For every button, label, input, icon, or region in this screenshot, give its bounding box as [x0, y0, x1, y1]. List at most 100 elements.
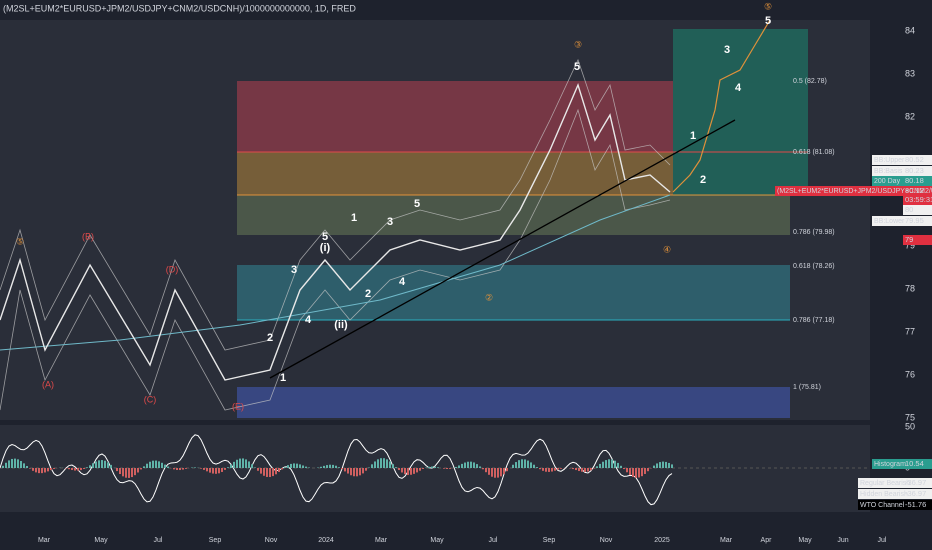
histogram-bar — [458, 465, 460, 468]
price-tick: 84 — [905, 25, 915, 35]
histogram-bar — [275, 468, 277, 475]
histogram-bar — [443, 468, 445, 469]
histogram-bar — [359, 468, 361, 476]
histogram-bar — [551, 468, 553, 472]
histogram-bar — [485, 468, 487, 473]
wave-label: (A) — [42, 379, 54, 389]
wave-label: (D) — [166, 264, 179, 274]
histogram-bar — [53, 468, 55, 469]
histogram-bar — [209, 468, 211, 473]
moving-average — [0, 194, 671, 351]
histogram-bar — [668, 462, 670, 468]
wave-label: (C) — [144, 394, 157, 404]
histogram-bar — [335, 465, 337, 468]
histogram-bar — [167, 466, 169, 468]
histogram-bar — [584, 468, 586, 472]
histogram-bar — [278, 468, 280, 472]
time-tick: Jul — [878, 537, 887, 544]
wave-label: 3 — [291, 264, 297, 276]
histogram-bar — [536, 467, 538, 468]
wave-label: ③ — [574, 39, 582, 49]
osc-box — [858, 489, 932, 499]
histogram-bar — [515, 462, 517, 468]
histogram-bar — [173, 468, 175, 470]
histogram-bar — [263, 468, 265, 476]
histogram-bar — [659, 462, 661, 468]
bollinger-lower — [0, 108, 671, 411]
histogram-bar — [179, 468, 181, 471]
histogram-bar — [470, 461, 472, 468]
histogram-bar — [182, 468, 184, 470]
time-tick: May — [798, 537, 812, 544]
fib-label: 0.786 (79.98) — [793, 229, 835, 236]
label-value: 03:59:31 — [905, 195, 932, 204]
wave-label: 1 — [280, 372, 286, 384]
histogram-bar — [629, 468, 631, 475]
histogram-bar — [548, 468, 550, 472]
wave-label: 1 — [351, 212, 357, 224]
histogram-bar — [107, 462, 109, 468]
histogram-bar — [578, 468, 580, 472]
histogram-bar — [260, 468, 262, 474]
wave-label: 2 — [365, 288, 371, 300]
histogram-bar — [14, 458, 16, 468]
label-name: BB:Lower — [874, 218, 905, 225]
histogram-bar — [284, 467, 286, 468]
wave-label: 2 — [700, 174, 706, 186]
histogram-bar — [542, 468, 544, 471]
osc-tick: 50 — [905, 421, 915, 431]
fib-zone — [237, 387, 790, 418]
time-tick: 2024 — [318, 537, 334, 544]
histogram-bar — [332, 464, 334, 468]
histogram-bar — [308, 467, 310, 468]
histogram-bar — [164, 464, 166, 468]
bollinger-upper — [0, 58, 671, 351]
histogram-bar — [467, 461, 469, 468]
osc-value: 10.54 — [905, 459, 924, 468]
histogram-bar — [617, 462, 619, 468]
histogram-bar — [320, 466, 322, 468]
histogram-bar — [74, 468, 76, 471]
histogram-bar — [44, 468, 46, 473]
time-tick: Sep — [543, 537, 556, 544]
histogram-bar — [236, 459, 238, 468]
histogram-bar — [344, 468, 346, 472]
histogram-bar — [119, 468, 121, 475]
wave-label: (i) — [320, 242, 331, 254]
histogram-bar — [125, 468, 127, 478]
label-box — [903, 235, 932, 245]
histogram-bar — [512, 464, 514, 468]
histogram-bar — [41, 468, 43, 474]
histogram-bar — [80, 468, 82, 471]
histogram-bar — [371, 464, 373, 468]
histogram-bar — [347, 468, 349, 474]
histogram-bar — [47, 468, 49, 472]
histogram-bar — [398, 468, 400, 471]
histogram-bar — [365, 468, 367, 471]
histogram-bar — [473, 462, 475, 468]
histogram-bar — [374, 461, 376, 468]
wave-label: 5 — [414, 198, 420, 210]
histogram-bar — [152, 460, 154, 468]
histogram-bar — [632, 468, 634, 477]
histogram-bar — [671, 464, 673, 468]
histogram-bar — [122, 468, 124, 477]
histogram-bar — [50, 468, 52, 471]
fib-label: 0.786 (77.18) — [793, 317, 835, 324]
time-tick: Jul — [489, 537, 498, 544]
histogram-bar — [407, 468, 409, 475]
histogram-bar — [644, 468, 646, 474]
histogram-bar — [416, 468, 418, 473]
histogram-bar — [482, 468, 484, 470]
histogram-bar — [341, 468, 343, 470]
histogram-bar — [257, 468, 259, 471]
histogram-bar — [413, 468, 415, 474]
histogram-bar — [521, 459, 523, 468]
histogram-bar — [518, 460, 520, 468]
trend-line — [269, 119, 736, 379]
histogram-bar — [128, 468, 130, 478]
histogram-bar — [137, 468, 139, 473]
label-value: 80.18 — [905, 176, 924, 185]
histogram-bar — [581, 468, 583, 472]
histogram-bar — [200, 468, 202, 469]
